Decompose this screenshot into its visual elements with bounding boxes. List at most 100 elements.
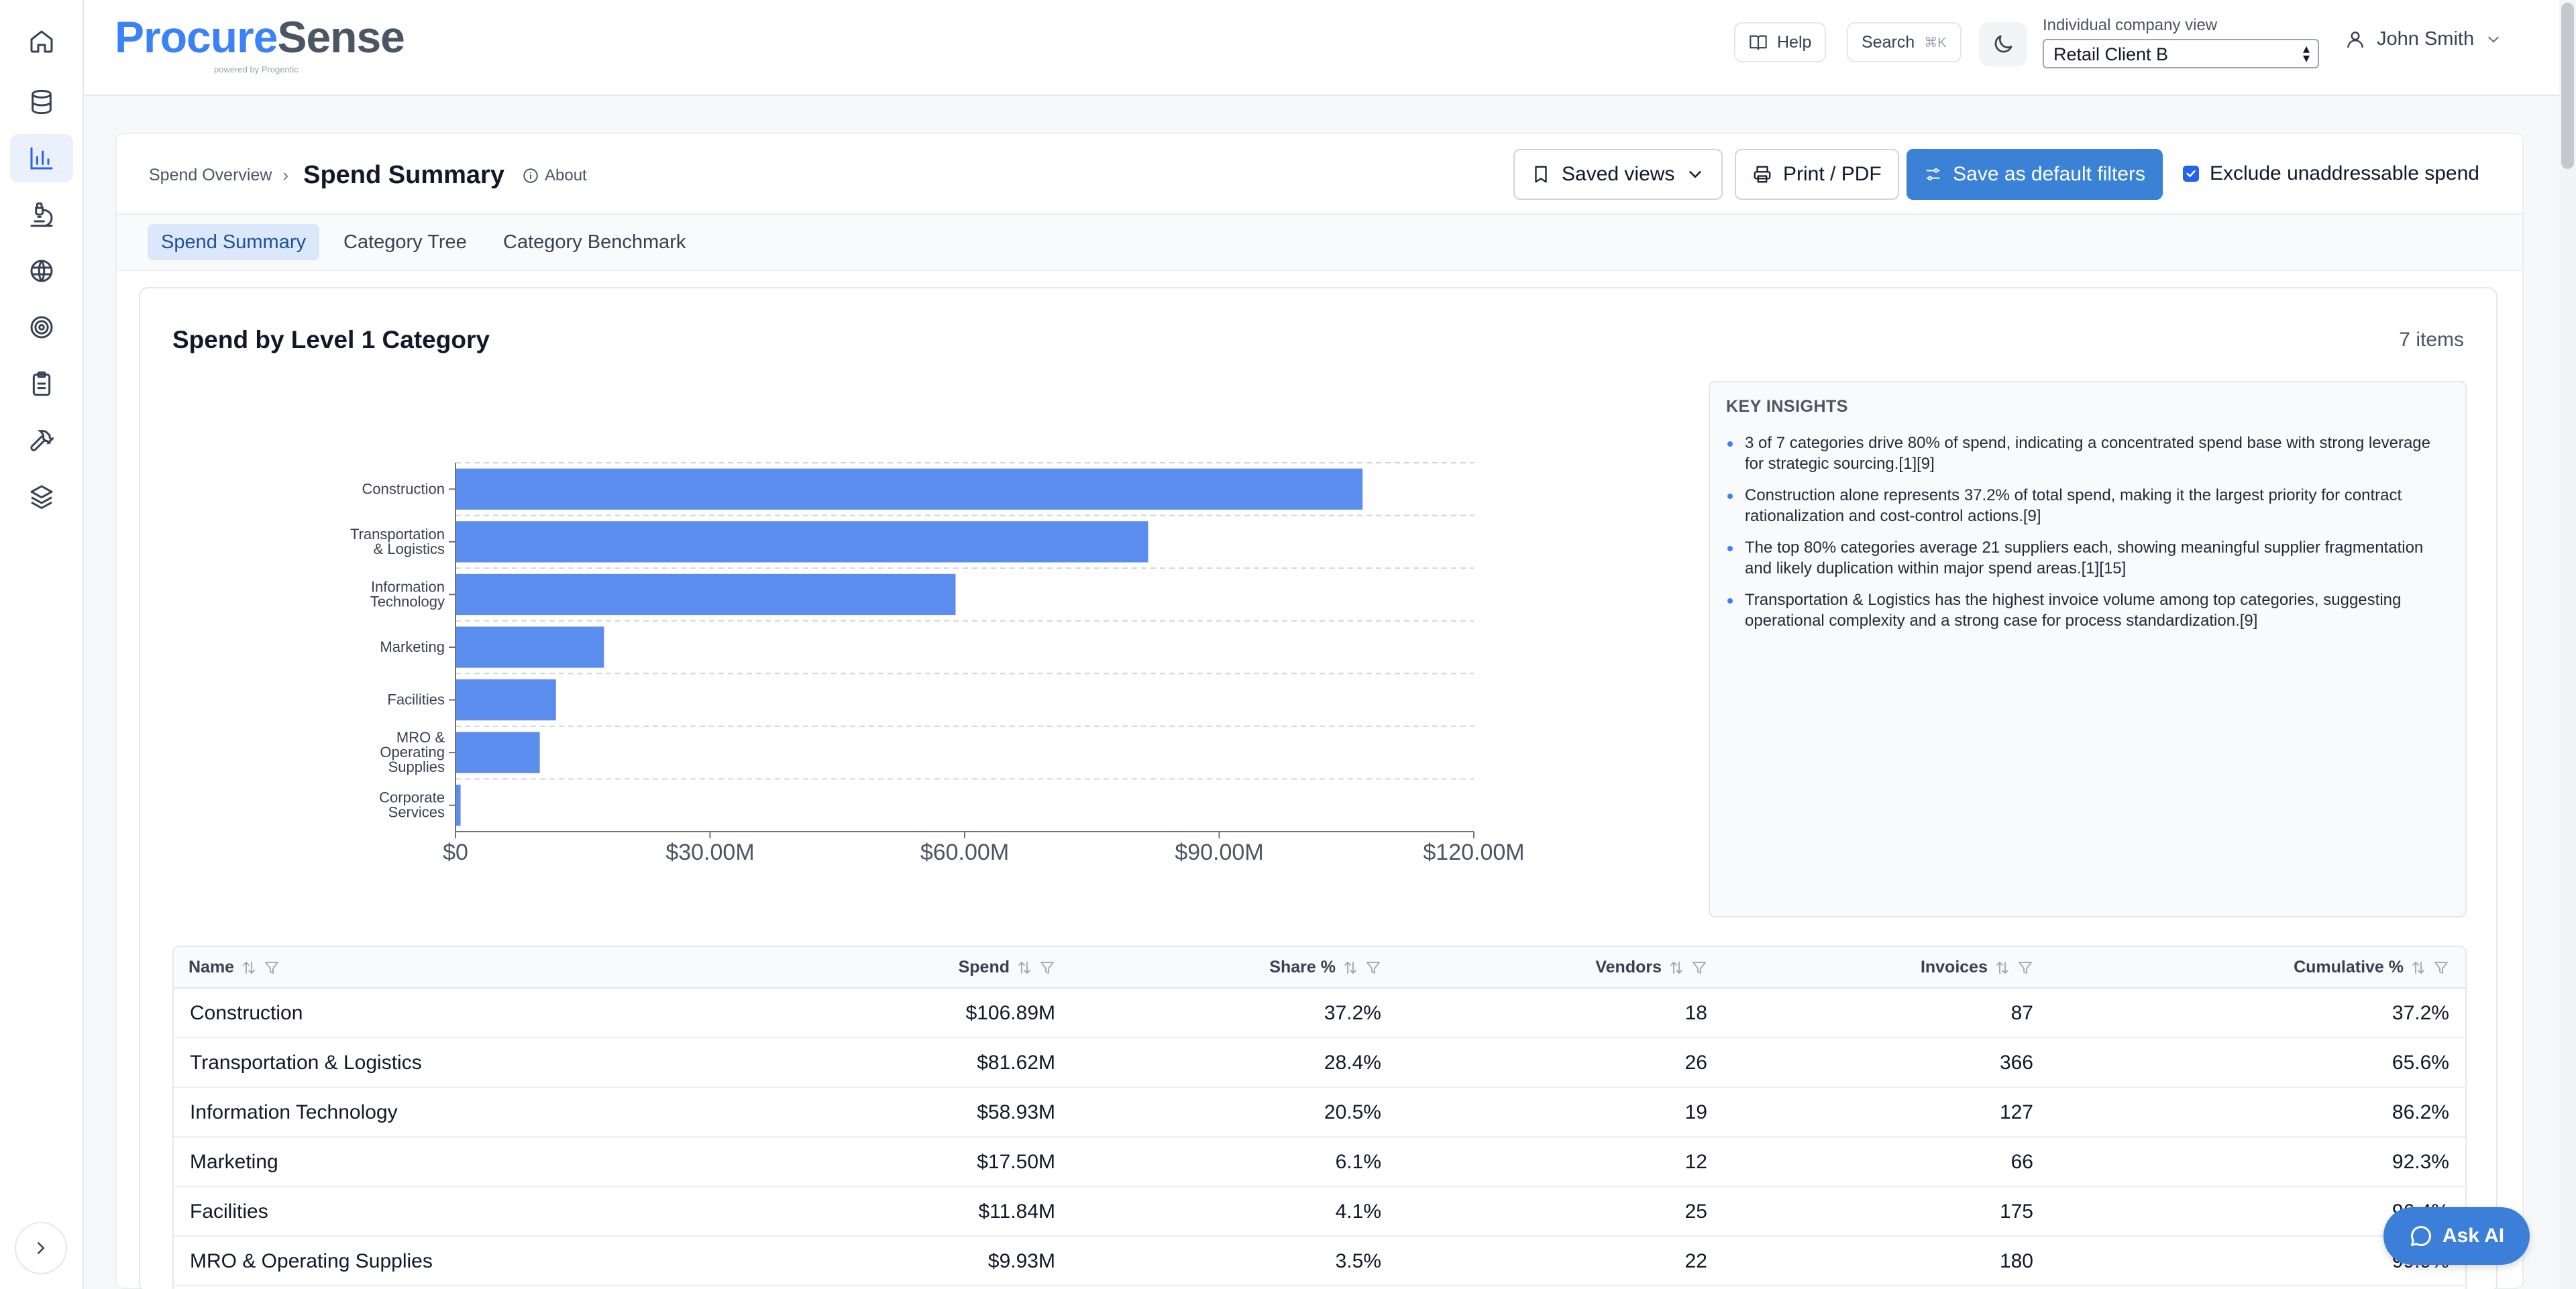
company-select[interactable]: Retail Client B ▴ ▾ xyxy=(2043,39,2319,68)
clipboard-icon xyxy=(32,371,51,396)
filter-icon[interactable] xyxy=(1691,960,1707,976)
print-pdf-button[interactable]: Print / PDF xyxy=(1735,149,1899,200)
cell-cumulative: 65.6% xyxy=(2392,1052,2449,1074)
col-header-vendors-label: Vendors xyxy=(1595,958,1662,976)
col-header-vendors[interactable]: Vendors xyxy=(1595,958,1707,977)
cell-spend: $17.50M xyxy=(977,1151,1055,1173)
page-scrollbar-thumb[interactable] xyxy=(2561,3,2574,169)
nav-data[interactable] xyxy=(10,78,73,126)
theme-toggle-button[interactable] xyxy=(1979,22,2027,66)
nav-contracts[interactable] xyxy=(10,359,73,408)
cell-invoices: 366 xyxy=(1999,1052,2033,1074)
table-row[interactable]: Facilities $11.84M 4.1% 25 175 96.4% xyxy=(174,1187,2465,1237)
breadcrumb-separator-icon: › xyxy=(282,165,289,185)
expand-sidebar-button[interactable] xyxy=(15,1222,67,1274)
exclude-checkbox[interactable] xyxy=(2183,166,2199,182)
col-header-spend-label: Spend xyxy=(958,958,1010,976)
bar-chart-icon xyxy=(30,147,53,170)
sort-icon[interactable] xyxy=(2410,960,2426,976)
sort-icon[interactable] xyxy=(1342,960,1358,976)
search-button[interactable]: Search ⌘K xyxy=(1847,22,1962,62)
col-header-name[interactable]: Name xyxy=(189,958,280,977)
table-row[interactable]: Information Technology $58.93M 20.5% 19 … xyxy=(174,1088,2465,1137)
exclude-label: Exclude unaddressable spend xyxy=(2210,162,2479,184)
save-default-label: Save as default filters xyxy=(1953,163,2145,185)
spend-by-category-panel: Spend by Level 1 Category 7 items Constr… xyxy=(139,287,2498,1289)
table-header: Name Spend Share % Vendors xyxy=(174,947,2465,989)
brand-logo[interactable]: ProcureSense powered by Progentic xyxy=(115,12,405,74)
chart-x-tick-label: $30.00M xyxy=(665,840,754,865)
brand-name-part2: Sense xyxy=(277,12,405,62)
sort-icon[interactable] xyxy=(1668,960,1684,976)
cell-vendors: 12 xyxy=(1684,1151,1707,1173)
insight-item: Transportation & Logistics has the highe… xyxy=(1726,590,2449,631)
cell-spend: $9.93M xyxy=(987,1250,1055,1272)
filter-icon[interactable] xyxy=(2433,960,2449,976)
sort-icon[interactable] xyxy=(241,960,257,976)
info-icon xyxy=(523,168,538,183)
saved-views-label: Saved views xyxy=(1562,163,1675,185)
sort-icon[interactable] xyxy=(1016,960,1032,976)
tab-category-tree[interactable]: Category Tree xyxy=(343,231,467,253)
company-view-label: Individual company view xyxy=(2043,16,2218,34)
filter-icon[interactable] xyxy=(2017,960,2033,976)
about-label: About xyxy=(544,166,587,184)
chart-bar[interactable] xyxy=(455,679,556,721)
cell-invoices: 175 xyxy=(1999,1200,2033,1223)
nav-sourcing[interactable] xyxy=(10,190,73,239)
filter-icon[interactable] xyxy=(1365,960,1381,976)
brand-name: ProcureSense xyxy=(115,12,405,62)
chart-bar[interactable] xyxy=(455,573,956,616)
save-default-filters-button[interactable]: Save as default filters xyxy=(1907,149,2163,200)
filter-icon[interactable] xyxy=(1039,960,1055,976)
saved-views-button[interactable]: Saved views xyxy=(1513,149,1723,200)
chart-bar[interactable] xyxy=(455,785,461,826)
tab-category-benchmark[interactable]: Category Benchmark xyxy=(503,231,686,253)
user-menu[interactable]: John Smith xyxy=(2345,28,2502,50)
cell-name: Information Technology xyxy=(190,1101,398,1123)
nav-layers[interactable] xyxy=(10,472,73,520)
col-header-invoices[interactable]: Invoices xyxy=(1921,958,2033,977)
nav-targets[interactable] xyxy=(10,303,73,351)
chart-bar[interactable] xyxy=(455,521,1148,563)
ask-ai-button[interactable]: Ask AI xyxy=(2383,1207,2530,1265)
exclude-unaddressable-toggle[interactable]: Exclude unaddressable spend xyxy=(2183,162,2479,185)
chart-x-tick-label: $0 xyxy=(443,840,468,865)
tab-spend-summary[interactable]: Spend Summary xyxy=(148,224,319,260)
globe-icon xyxy=(30,260,53,282)
cell-share: 6.1% xyxy=(1335,1151,1381,1173)
cell-share: 20.5% xyxy=(1324,1101,1381,1123)
help-button[interactable]: Help xyxy=(1734,22,1827,62)
about-link[interactable]: About xyxy=(522,166,587,185)
nav-tools[interactable] xyxy=(10,416,73,464)
microscope-icon xyxy=(30,202,53,227)
chevron-down-icon xyxy=(2488,36,2499,43)
table-row[interactable]: Marketing $17.50M 6.1% 12 66 92.3% xyxy=(174,1137,2465,1187)
nav-market[interactable] xyxy=(10,247,73,295)
chat-bubble-icon xyxy=(2410,1226,2431,1246)
chart-bar[interactable] xyxy=(455,468,1363,510)
chart-bar[interactable] xyxy=(455,732,540,773)
sort-icon[interactable] xyxy=(1994,960,2010,976)
filter-icon[interactable] xyxy=(264,960,280,976)
col-header-spend[interactable]: Spend xyxy=(959,958,1055,977)
cell-name: Transportation & Logistics xyxy=(190,1052,422,1074)
cell-spend: $106.89M xyxy=(965,1002,1055,1024)
nav-spend-analytics[interactable] xyxy=(10,134,73,182)
table-row[interactable]: Transportation & Logistics $81.62M 28.4%… xyxy=(174,1038,2465,1088)
print-label: Print / PDF xyxy=(1783,163,1882,185)
cell-vendors: 19 xyxy=(1684,1101,1707,1123)
col-header-share[interactable]: Share % xyxy=(1269,958,1381,977)
spend-table: Name Spend Share % Vendors xyxy=(172,946,2467,1289)
chart-bar[interactable] xyxy=(455,626,604,668)
breadcrumb-parent[interactable]: Spend Overview xyxy=(149,166,272,184)
page-scrollbar[interactable] xyxy=(2559,0,2576,1289)
chevron-right-icon xyxy=(38,1242,45,1254)
nav-home[interactable] xyxy=(10,17,73,66)
table-row[interactable]: Construction $106.89M 37.2% 18 87 37.2% xyxy=(174,989,2465,1038)
col-header-cumulative[interactable]: Cumulative % xyxy=(2294,958,2449,977)
table-row[interactable]: MRO & Operating Supplies $9.93M 3.5% 22 … xyxy=(174,1237,2465,1286)
chart-category-label: Marketing xyxy=(380,638,445,655)
cell-share: 28.4% xyxy=(1324,1052,1381,1074)
cell-invoices: 127 xyxy=(1999,1101,2033,1123)
